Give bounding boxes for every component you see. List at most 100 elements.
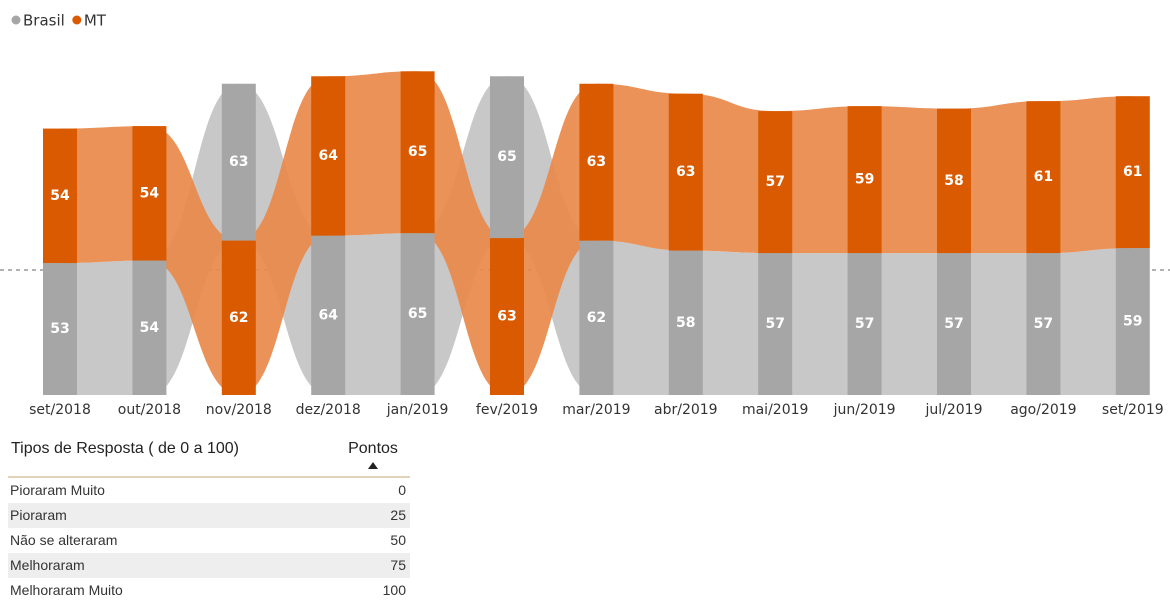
- ribbon: [954, 253, 1044, 395]
- column: [132, 126, 167, 261]
- table-cell: Pioraram Muito: [10, 482, 105, 498]
- data-label: 63: [497, 309, 516, 325]
- table-body: Pioraram Muito 0 Pioraram 25 Não se alterara…: [8, 478, 410, 603]
- column: [758, 253, 793, 395]
- ribbon: [1043, 248, 1133, 395]
- column: [311, 235, 346, 395]
- data-label: 61: [1034, 169, 1053, 185]
- ribbon: [685, 93, 776, 254]
- column: [1026, 253, 1061, 395]
- ribbon: [238, 76, 329, 395]
- table-row: Pioraram 25: [8, 503, 410, 528]
- x-tick-label: jan/2019: [386, 402, 449, 418]
- x-tick-label: dez/2018: [296, 402, 361, 418]
- data-label: 58: [944, 173, 963, 189]
- x-tick-label: set/2018: [29, 402, 91, 418]
- data-label: 64: [318, 148, 338, 164]
- x-tick-label: nov/2018: [206, 402, 272, 418]
- data-label: 54: [50, 188, 70, 204]
- column: [1026, 101, 1061, 254]
- ribbon: [596, 240, 686, 395]
- ribbon: [1043, 96, 1133, 254]
- column: [311, 76, 346, 236]
- data-label: 63: [229, 154, 248, 170]
- table-row: Pioraram Muito 0: [8, 478, 410, 503]
- table-cell: Pioraram: [10, 507, 67, 523]
- data-label: 57: [944, 316, 963, 332]
- column: [758, 111, 793, 254]
- data-label: 61: [1123, 164, 1142, 180]
- chart: Brasil MT 53 54 63 64 65 65 62 58 57 57 57 57 59 54 54 62…: [0, 12, 1170, 418]
- data-label: 65: [408, 144, 427, 160]
- ribbon: [775, 106, 865, 254]
- column-header-text: Pontos: [348, 440, 398, 457]
- sort-arrow: [368, 462, 378, 469]
- data-label: 63: [676, 164, 695, 180]
- legend-label: Brasil: [23, 12, 65, 30]
- data-label: 58: [676, 315, 695, 331]
- ribbon: [328, 71, 418, 236]
- data-label: 57: [1034, 316, 1053, 332]
- legend-label: MT: [84, 12, 107, 30]
- x-tick-label: fev/2019: [476, 402, 538, 418]
- column: [221, 240, 256, 395]
- table: Tipos de Resposta ( de 0 a 100) Pontos P…: [8, 436, 410, 603]
- column: [579, 83, 614, 241]
- ribbon: [775, 253, 865, 395]
- column-header: Tipos de Resposta ( de 0 a 100): [11, 440, 239, 457]
- ribbon: [60, 260, 150, 395]
- ribbon: [954, 101, 1044, 254]
- table-cell: Melhoraram: [10, 557, 85, 573]
- ribbon: [864, 253, 954, 395]
- x-tick-label: mar/2019: [562, 402, 630, 418]
- table-cell: Não se alteraram: [10, 532, 118, 548]
- table-cell: 25: [390, 507, 406, 523]
- column: [490, 238, 524, 395]
- data-label: 57: [765, 174, 784, 190]
- x-tick-label: jul/2019: [925, 402, 983, 418]
- column: [1115, 248, 1150, 395]
- table-cell: 50: [390, 532, 406, 548]
- x-tick-label: set/2019: [1102, 402, 1164, 418]
- table-row: Melhoraram 75: [8, 553, 410, 578]
- x-tick-label: jun/2019: [833, 402, 896, 418]
- column: [668, 250, 703, 395]
- ribbon: [417, 71, 507, 396]
- column: [668, 93, 703, 251]
- column: [847, 253, 882, 395]
- column: [132, 260, 167, 395]
- x-tick-label: ago/2019: [1010, 402, 1076, 418]
- x-tick-label: out/2018: [118, 402, 181, 418]
- table-cell: Melhoraram Muito: [10, 582, 123, 598]
- data-label: 63: [587, 154, 606, 170]
- data-label: 54: [140, 320, 160, 336]
- column: [400, 233, 435, 395]
- table-row: Não se alteraram 50: [8, 528, 410, 553]
- column: [937, 253, 971, 395]
- data-label: 59: [1123, 314, 1142, 330]
- data-label: 54: [140, 185, 160, 201]
- table-header: Tipos de Resposta ( de 0 a 100) Pontos: [8, 436, 410, 478]
- x-tick-label: abr/2019: [654, 402, 718, 418]
- legend-marker: [11, 15, 21, 25]
- table-cell: 0: [398, 482, 406, 498]
- ribbon: [149, 126, 239, 395]
- ribbon: [507, 83, 597, 395]
- data-label: 57: [765, 316, 784, 332]
- column: [1115, 96, 1150, 249]
- column: [43, 263, 77, 395]
- data-label: 57: [855, 316, 874, 332]
- table-cell: 100: [382, 582, 406, 598]
- table-row: Melhoraram Muito 100: [8, 578, 410, 603]
- column: [400, 71, 435, 234]
- data-label: 64: [318, 307, 338, 323]
- ribbon: [864, 106, 954, 254]
- data-label: 53: [50, 321, 69, 337]
- ribbon: [60, 126, 150, 264]
- data-label: 62: [587, 310, 606, 326]
- x-tick-label: mai/2019: [742, 402, 808, 418]
- legend-marker: [72, 15, 82, 25]
- data-label: 65: [497, 149, 516, 165]
- column-header[interactable]: Pontos: [338, 436, 410, 469]
